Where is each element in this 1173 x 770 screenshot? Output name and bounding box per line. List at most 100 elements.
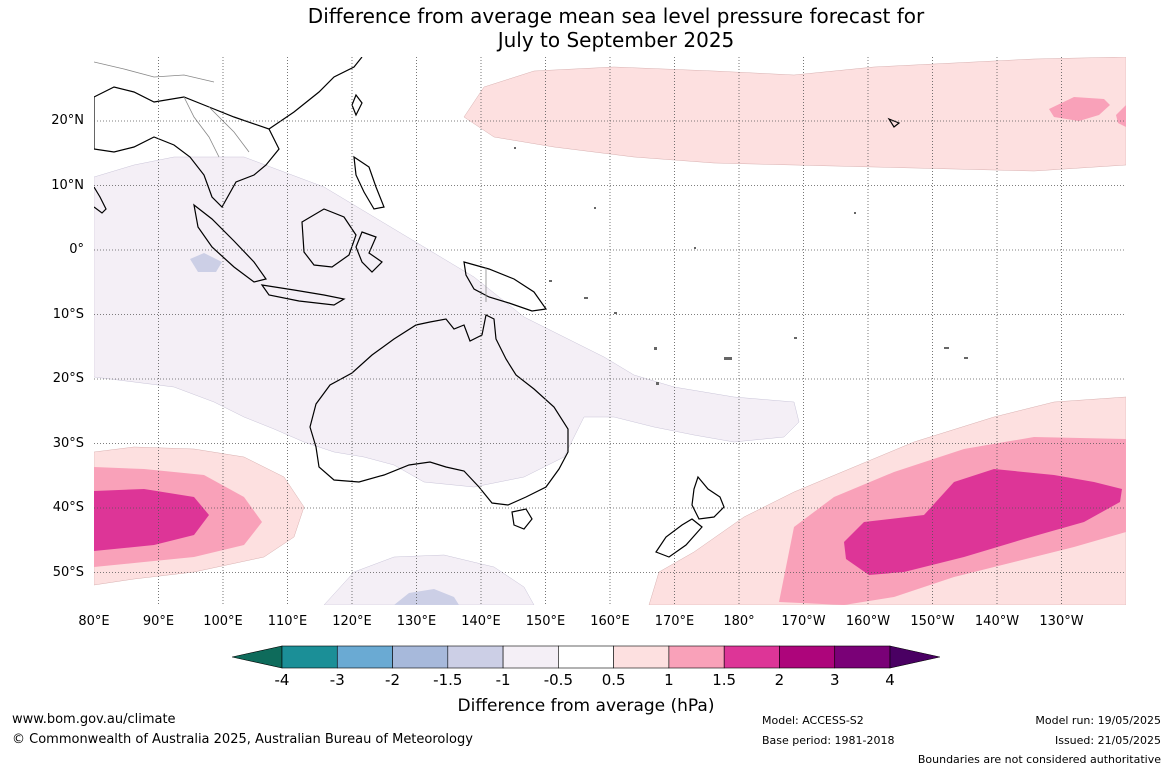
colorbar-tick-label: 2	[774, 671, 785, 689]
colorbar-tick-label: -2	[385, 671, 401, 689]
island-dot	[964, 357, 968, 359]
land-outlines	[94, 57, 901, 558]
colorbar-segment	[668, 645, 725, 669]
longitude-label: 170°E	[654, 614, 695, 629]
island-dot	[694, 247, 696, 249]
hawaii-outline	[887, 117, 901, 128]
colorbar-segment	[336, 645, 393, 669]
island-dot	[654, 347, 657, 350]
base-period-text: Base period: 1981-2018	[762, 734, 895, 747]
anomaly-negative-weak-southern	[323, 554, 535, 605]
island-dot	[594, 207, 596, 209]
island-dot	[549, 280, 552, 282]
anomaly-positive-moderate-north-pacific	[1049, 97, 1110, 121]
island-dot	[724, 357, 732, 360]
china-coast-outline	[268, 57, 363, 130]
colorbar-arrow-min	[232, 645, 283, 669]
colorbar-segment	[834, 645, 891, 669]
longitude-label: 150°W	[910, 614, 955, 629]
new-guinea-outline	[463, 261, 548, 312]
longitude-label: 90°E	[142, 614, 175, 629]
longitude-label: 120°E	[332, 614, 372, 629]
longitude-label: 130°W	[1039, 614, 1084, 629]
latitude-label: 10°S	[52, 306, 84, 322]
island-dot	[514, 147, 516, 149]
border-line-3	[208, 106, 250, 153]
island-dot	[854, 212, 856, 214]
colorbar-tick-label: 1	[664, 671, 674, 689]
taiwan-outline	[351, 93, 363, 117]
colorbar-segment	[447, 645, 504, 669]
new-zealand-south-outline	[655, 518, 703, 558]
longitude-label: 180°	[723, 614, 755, 629]
latitude-label: 30°S	[52, 435, 84, 451]
colorbar-tick-label: 3	[829, 671, 840, 689]
latitude-label: 0°	[69, 242, 84, 257]
longitude-label: 160°E	[590, 614, 630, 629]
longitude-label: 130°E	[396, 614, 437, 629]
colorbar-segment	[723, 645, 780, 669]
longitude-label: 150°E	[525, 614, 566, 629]
longitude-label: 160°W	[845, 614, 891, 629]
mainland-southeast-asia-outline	[94, 86, 280, 208]
java-outline	[260, 284, 346, 306]
colorbar-tick-label: -0.5	[543, 671, 573, 689]
anomaly-shading	[94, 57, 1126, 605]
title-line-2: July to September 2025	[497, 28, 735, 52]
colorbar-segment	[281, 645, 338, 669]
tasmania-outline	[511, 508, 533, 530]
website-link[interactable]: www.bom.gov.au/climate	[12, 712, 176, 727]
disclaimer-text: Boundaries are not considered authoritat…	[917, 753, 1161, 766]
australia-outline	[309, 314, 569, 506]
map-area	[94, 57, 1126, 605]
colorbar-tick-label: -3	[329, 671, 345, 689]
anomaly-positive-strong-south-pacific	[844, 469, 1122, 575]
colorbar-segment	[613, 645, 670, 669]
map-canvas	[94, 57, 1126, 605]
longitude-label: 110°E	[267, 614, 308, 629]
latitude-label: 10°N	[51, 177, 84, 193]
colorbar-segment	[558, 645, 614, 669]
anomaly-positive-moderate-north-edge	[1116, 105, 1126, 127]
colorbar-label: Difference from average (hPa)	[457, 696, 715, 716]
copyright-text: © Commonwealth of Australia 2025, Austra…	[12, 732, 473, 747]
india-tip-outline	[94, 186, 107, 214]
anomaly-negative-weak-region	[94, 156, 800, 488]
borneo-outline	[301, 208, 357, 268]
longitude-label: 100°E	[203, 614, 243, 629]
latitude-label: 40°S	[52, 500, 84, 515]
colorbar-tick-label: -4	[274, 671, 290, 689]
colorbar-tick-label: 0.5	[601, 671, 626, 689]
latitude-label: 50°S	[52, 564, 84, 580]
longitude-label: 80°E	[78, 614, 110, 629]
island-dot	[614, 312, 617, 314]
anomaly-negative-moderate-spot	[190, 253, 222, 272]
anomaly-positive-strong-south-indian	[94, 489, 209, 551]
colorbar-tick-label: -1.5	[433, 671, 463, 689]
philippines-outline	[353, 155, 385, 210]
model-text: Model: ACCESS-S2	[762, 714, 864, 727]
island-dot	[794, 337, 797, 339]
border-line-2	[183, 96, 220, 158]
map-title: Difference from average mean sea level p…	[0, 4, 1173, 52]
colorbar	[232, 645, 940, 669]
longitude-label: 170°W	[781, 614, 826, 629]
sulawesi-outline	[355, 231, 383, 273]
anomaly-positive-weak-north-pacific	[463, 57, 1126, 172]
colorbar-tick-label: -1	[495, 671, 511, 689]
model-run-text: Model run: 19/05/2025	[1035, 714, 1161, 727]
colorbar-segment	[779, 645, 836, 669]
colorbar-arrow-max	[889, 645, 940, 669]
pacific-islands	[514, 147, 968, 385]
island-dot	[584, 297, 588, 299]
issued-text: Issued: 21/05/2025	[1054, 734, 1161, 747]
new-zealand-north-outline	[691, 475, 725, 520]
longitude-label: 140°W	[974, 614, 1020, 629]
colorbar-segment	[502, 645, 559, 669]
island-dot	[944, 347, 949, 349]
colorbar-segment	[392, 645, 449, 669]
country-borders	[94, 61, 487, 302]
sumatra-outline	[193, 203, 267, 283]
anomaly-negative-moderate-south	[394, 589, 459, 605]
title-line-1: Difference from average mean sea level p…	[307, 4, 925, 28]
